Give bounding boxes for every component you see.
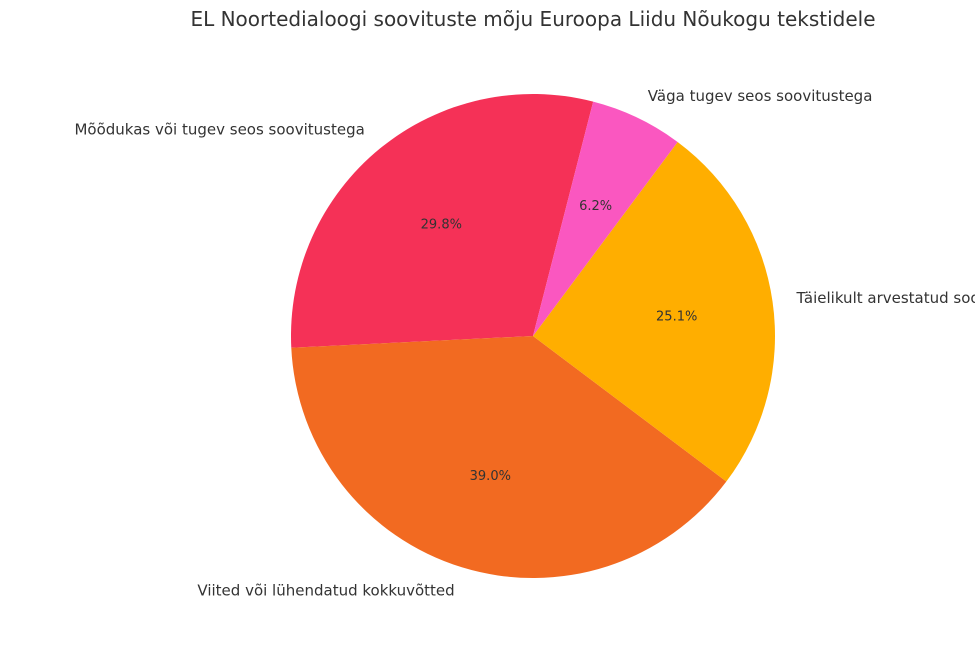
- pie-slice: [533, 101, 678, 336]
- slice-percent-label: 29.8%: [421, 218, 462, 233]
- chart-title: EL Noortedialoogi soovituste mõju Euroop…: [190, 7, 875, 31]
- pie-slice: [290, 93, 594, 348]
- slice-category-label: Viited või lühendatud kokkuvõtted: [197, 581, 454, 599]
- pie-slice: [291, 336, 727, 579]
- slice-category-label: Täielikult arvestatud soovitused: [796, 289, 975, 307]
- slice-category-label: Väga tugev seos soovitustega: [648, 87, 873, 105]
- pie-labels: 29.8% Mõõdukas või tugev seos soovitusteg…: [74, 87, 975, 600]
- slice-percent-label: 25.1%: [656, 309, 697, 324]
- pie-slice: [533, 141, 776, 482]
- slice-percent-label: 39.0%: [470, 469, 511, 484]
- pie-slices: [290, 93, 776, 579]
- slice-percent-label: 6.2%: [579, 199, 612, 214]
- slice-category-label: Mõõdukas või tugev seos soovitustega: [74, 121, 364, 139]
